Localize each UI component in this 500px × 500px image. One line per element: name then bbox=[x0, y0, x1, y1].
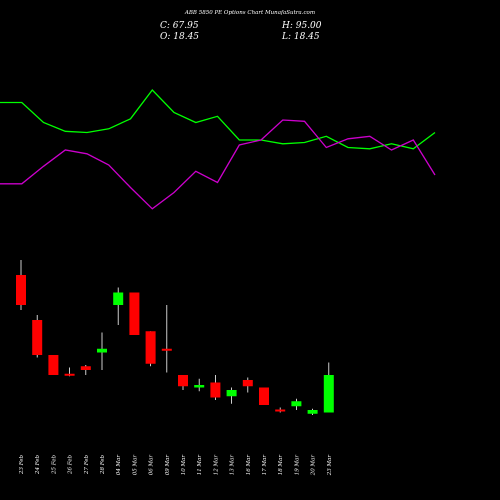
x-tick-label: 06 Mar bbox=[149, 455, 155, 476]
x-tick-label: 23 Mar bbox=[327, 455, 333, 477]
candle-body-down bbox=[210, 382, 221, 398]
candle-body-down bbox=[16, 275, 26, 305]
indicator-lines bbox=[0, 89, 436, 210]
x-tick-label: 20 Mar bbox=[311, 455, 317, 477]
x-tick-label: 19 Mar bbox=[294, 455, 300, 476]
candle-body-down bbox=[161, 348, 172, 351]
x-tick-label: 05 Mar bbox=[132, 455, 138, 476]
candle-body-down bbox=[275, 409, 286, 412]
candle-body-down bbox=[242, 380, 253, 387]
x-tick-label: 10 Mar bbox=[181, 455, 187, 476]
x-axis-ticks: 23 Feb 24 Feb 25 Feb 26 Feb 27 Feb 28 Feb 04 M… bbox=[19, 455, 333, 477]
x-tick-label: 13 Mar bbox=[230, 455, 236, 476]
close-label: C: 67.95 bbox=[160, 21, 199, 31]
x-tick-label: 18 Mar bbox=[278, 455, 284, 476]
candle-body-up bbox=[291, 401, 302, 407]
candle-body-down bbox=[129, 292, 140, 335]
indicator-line-1 bbox=[0, 89, 436, 150]
indicator-line-2 bbox=[0, 119, 436, 210]
high-label: H: 95.00 bbox=[281, 21, 322, 31]
candle-body-down bbox=[259, 387, 269, 405]
candle-body-up bbox=[307, 410, 318, 414]
x-tick-label: 11 Mar bbox=[197, 455, 203, 476]
x-tick-label: 26 Feb bbox=[68, 455, 74, 476]
x-tick-label: 12 Mar bbox=[213, 455, 219, 476]
x-tick-label: 04 Mar bbox=[116, 455, 122, 476]
candle-body-down bbox=[32, 320, 43, 355]
x-tick-label: 25 Feb bbox=[51, 455, 57, 476]
low-label: L: 18.45 bbox=[281, 32, 320, 42]
chart-title: ABB 5850 PE Options Chart MunafaSutra.co… bbox=[184, 10, 315, 16]
candle-body-down bbox=[64, 373, 75, 376]
x-tick-label: 17 Mar bbox=[262, 455, 268, 476]
x-tick-label: 24 Feb bbox=[35, 455, 41, 476]
candlesticks bbox=[16, 260, 334, 415]
open-label: O: 18.45 bbox=[160, 32, 199, 42]
x-tick-label: 27 Feb bbox=[84, 455, 90, 476]
x-tick-label: 09 Mar bbox=[165, 455, 171, 476]
x-tick-label: 28 Feb bbox=[100, 455, 106, 476]
candle-body-down bbox=[48, 355, 59, 375]
candle-body-up bbox=[194, 385, 205, 388]
candle-body-up bbox=[97, 348, 107, 353]
x-tick-label: 23 Feb bbox=[19, 455, 25, 476]
candle-body-up bbox=[226, 390, 237, 397]
candle-body-up bbox=[113, 292, 124, 305]
candle-body-down bbox=[178, 375, 188, 387]
candle-body-down bbox=[80, 366, 91, 370]
candle-body-up bbox=[323, 375, 334, 413]
candle-body-down bbox=[145, 331, 156, 364]
x-tick-label: 16 Mar bbox=[246, 455, 252, 476]
